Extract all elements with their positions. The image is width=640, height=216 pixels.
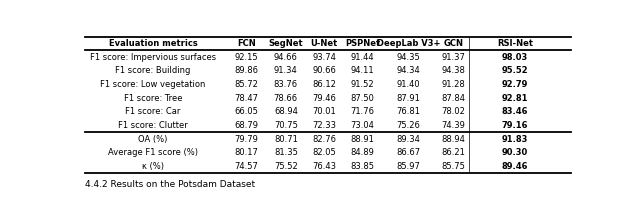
Text: 93.74: 93.74 [312, 53, 336, 62]
Text: 89.46: 89.46 [502, 162, 529, 171]
Text: F1 score: Low vegetation: F1 score: Low vegetation [100, 80, 206, 89]
Text: 4.4.2 Results on the Potsdam Dataset: 4.4.2 Results on the Potsdam Dataset [85, 180, 255, 189]
Text: 85.72: 85.72 [234, 80, 258, 89]
Text: 91.28: 91.28 [442, 80, 465, 89]
Text: 89.34: 89.34 [397, 135, 420, 143]
Text: 87.91: 87.91 [397, 94, 420, 103]
Text: Average F1 score (%): Average F1 score (%) [108, 148, 198, 157]
Text: 89.86: 89.86 [234, 66, 258, 75]
Text: 79.16: 79.16 [502, 121, 529, 130]
Text: 82.76: 82.76 [312, 135, 336, 143]
Text: F1 score: Impervious surfaces: F1 score: Impervious surfaces [90, 53, 216, 62]
Text: U-Net: U-Net [310, 39, 338, 48]
Text: F1 score: Car: F1 score: Car [125, 107, 181, 116]
Text: 80.17: 80.17 [234, 148, 258, 157]
Text: 94.11: 94.11 [351, 66, 374, 75]
Text: 80.71: 80.71 [274, 135, 298, 143]
Text: 92.81: 92.81 [502, 94, 529, 103]
Text: κ (%): κ (%) [142, 162, 164, 171]
Text: 78.47: 78.47 [234, 94, 258, 103]
Text: 91.52: 91.52 [351, 80, 374, 89]
Text: 91.37: 91.37 [442, 53, 465, 62]
Text: 78.02: 78.02 [442, 107, 465, 116]
Text: 91.44: 91.44 [351, 53, 374, 62]
Text: 74.57: 74.57 [234, 162, 258, 171]
Text: 68.94: 68.94 [274, 107, 298, 116]
Text: F1 score: Tree: F1 score: Tree [124, 94, 182, 103]
Text: 74.39: 74.39 [442, 121, 465, 130]
Text: 98.03: 98.03 [502, 53, 529, 62]
Text: 86.21: 86.21 [442, 148, 465, 157]
Text: 88.94: 88.94 [442, 135, 465, 143]
Text: 86.67: 86.67 [397, 148, 420, 157]
Text: 85.97: 85.97 [397, 162, 420, 171]
Text: 87.84: 87.84 [441, 94, 465, 103]
Text: GCN: GCN [444, 39, 463, 48]
Text: 79.46: 79.46 [312, 94, 336, 103]
Text: DeepLab V3+: DeepLab V3+ [377, 39, 440, 48]
Text: 86.12: 86.12 [312, 80, 336, 89]
Text: 91.40: 91.40 [397, 80, 420, 89]
Text: 85.75: 85.75 [442, 162, 465, 171]
Text: 75.52: 75.52 [274, 162, 298, 171]
Text: 90.66: 90.66 [312, 66, 336, 75]
Text: 78.66: 78.66 [274, 94, 298, 103]
Text: 75.26: 75.26 [397, 121, 420, 130]
Text: 70.75: 70.75 [274, 121, 298, 130]
Text: 94.38: 94.38 [442, 66, 465, 75]
Text: 92.15: 92.15 [234, 53, 258, 62]
Text: 95.52: 95.52 [502, 66, 529, 75]
Text: 87.50: 87.50 [351, 94, 374, 103]
Text: OA (%): OA (%) [138, 135, 168, 143]
Text: 83.46: 83.46 [502, 107, 529, 116]
Text: 91.34: 91.34 [274, 66, 298, 75]
Text: 81.35: 81.35 [274, 148, 298, 157]
Text: 72.33: 72.33 [312, 121, 336, 130]
Text: 79.79: 79.79 [234, 135, 258, 143]
Text: F1 score: Building: F1 score: Building [115, 66, 191, 75]
Text: 84.89: 84.89 [351, 148, 374, 157]
Text: RSI-Net: RSI-Net [497, 39, 533, 48]
Text: 92.79: 92.79 [502, 80, 529, 89]
Text: 91.83: 91.83 [502, 135, 529, 143]
Text: 94.34: 94.34 [397, 66, 420, 75]
Text: 83.85: 83.85 [351, 162, 375, 171]
Text: F1 score: Clutter: F1 score: Clutter [118, 121, 188, 130]
Text: FCN: FCN [237, 39, 255, 48]
Text: 73.04: 73.04 [351, 121, 374, 130]
Text: 70.01: 70.01 [312, 107, 336, 116]
Text: 66.05: 66.05 [234, 107, 258, 116]
Text: 90.30: 90.30 [502, 148, 529, 157]
Text: 68.79: 68.79 [234, 121, 258, 130]
Text: SegNet: SegNet [269, 39, 303, 48]
Text: 76.43: 76.43 [312, 162, 336, 171]
Text: 83.76: 83.76 [274, 80, 298, 89]
Text: 76.81: 76.81 [397, 107, 420, 116]
Text: PSPNet: PSPNet [345, 39, 380, 48]
Text: 94.35: 94.35 [397, 53, 420, 62]
Text: 82.05: 82.05 [312, 148, 336, 157]
Text: 94.66: 94.66 [274, 53, 298, 62]
Text: 88.91: 88.91 [351, 135, 374, 143]
Text: 71.76: 71.76 [351, 107, 375, 116]
Text: Evaluation metrics: Evaluation metrics [109, 39, 198, 48]
